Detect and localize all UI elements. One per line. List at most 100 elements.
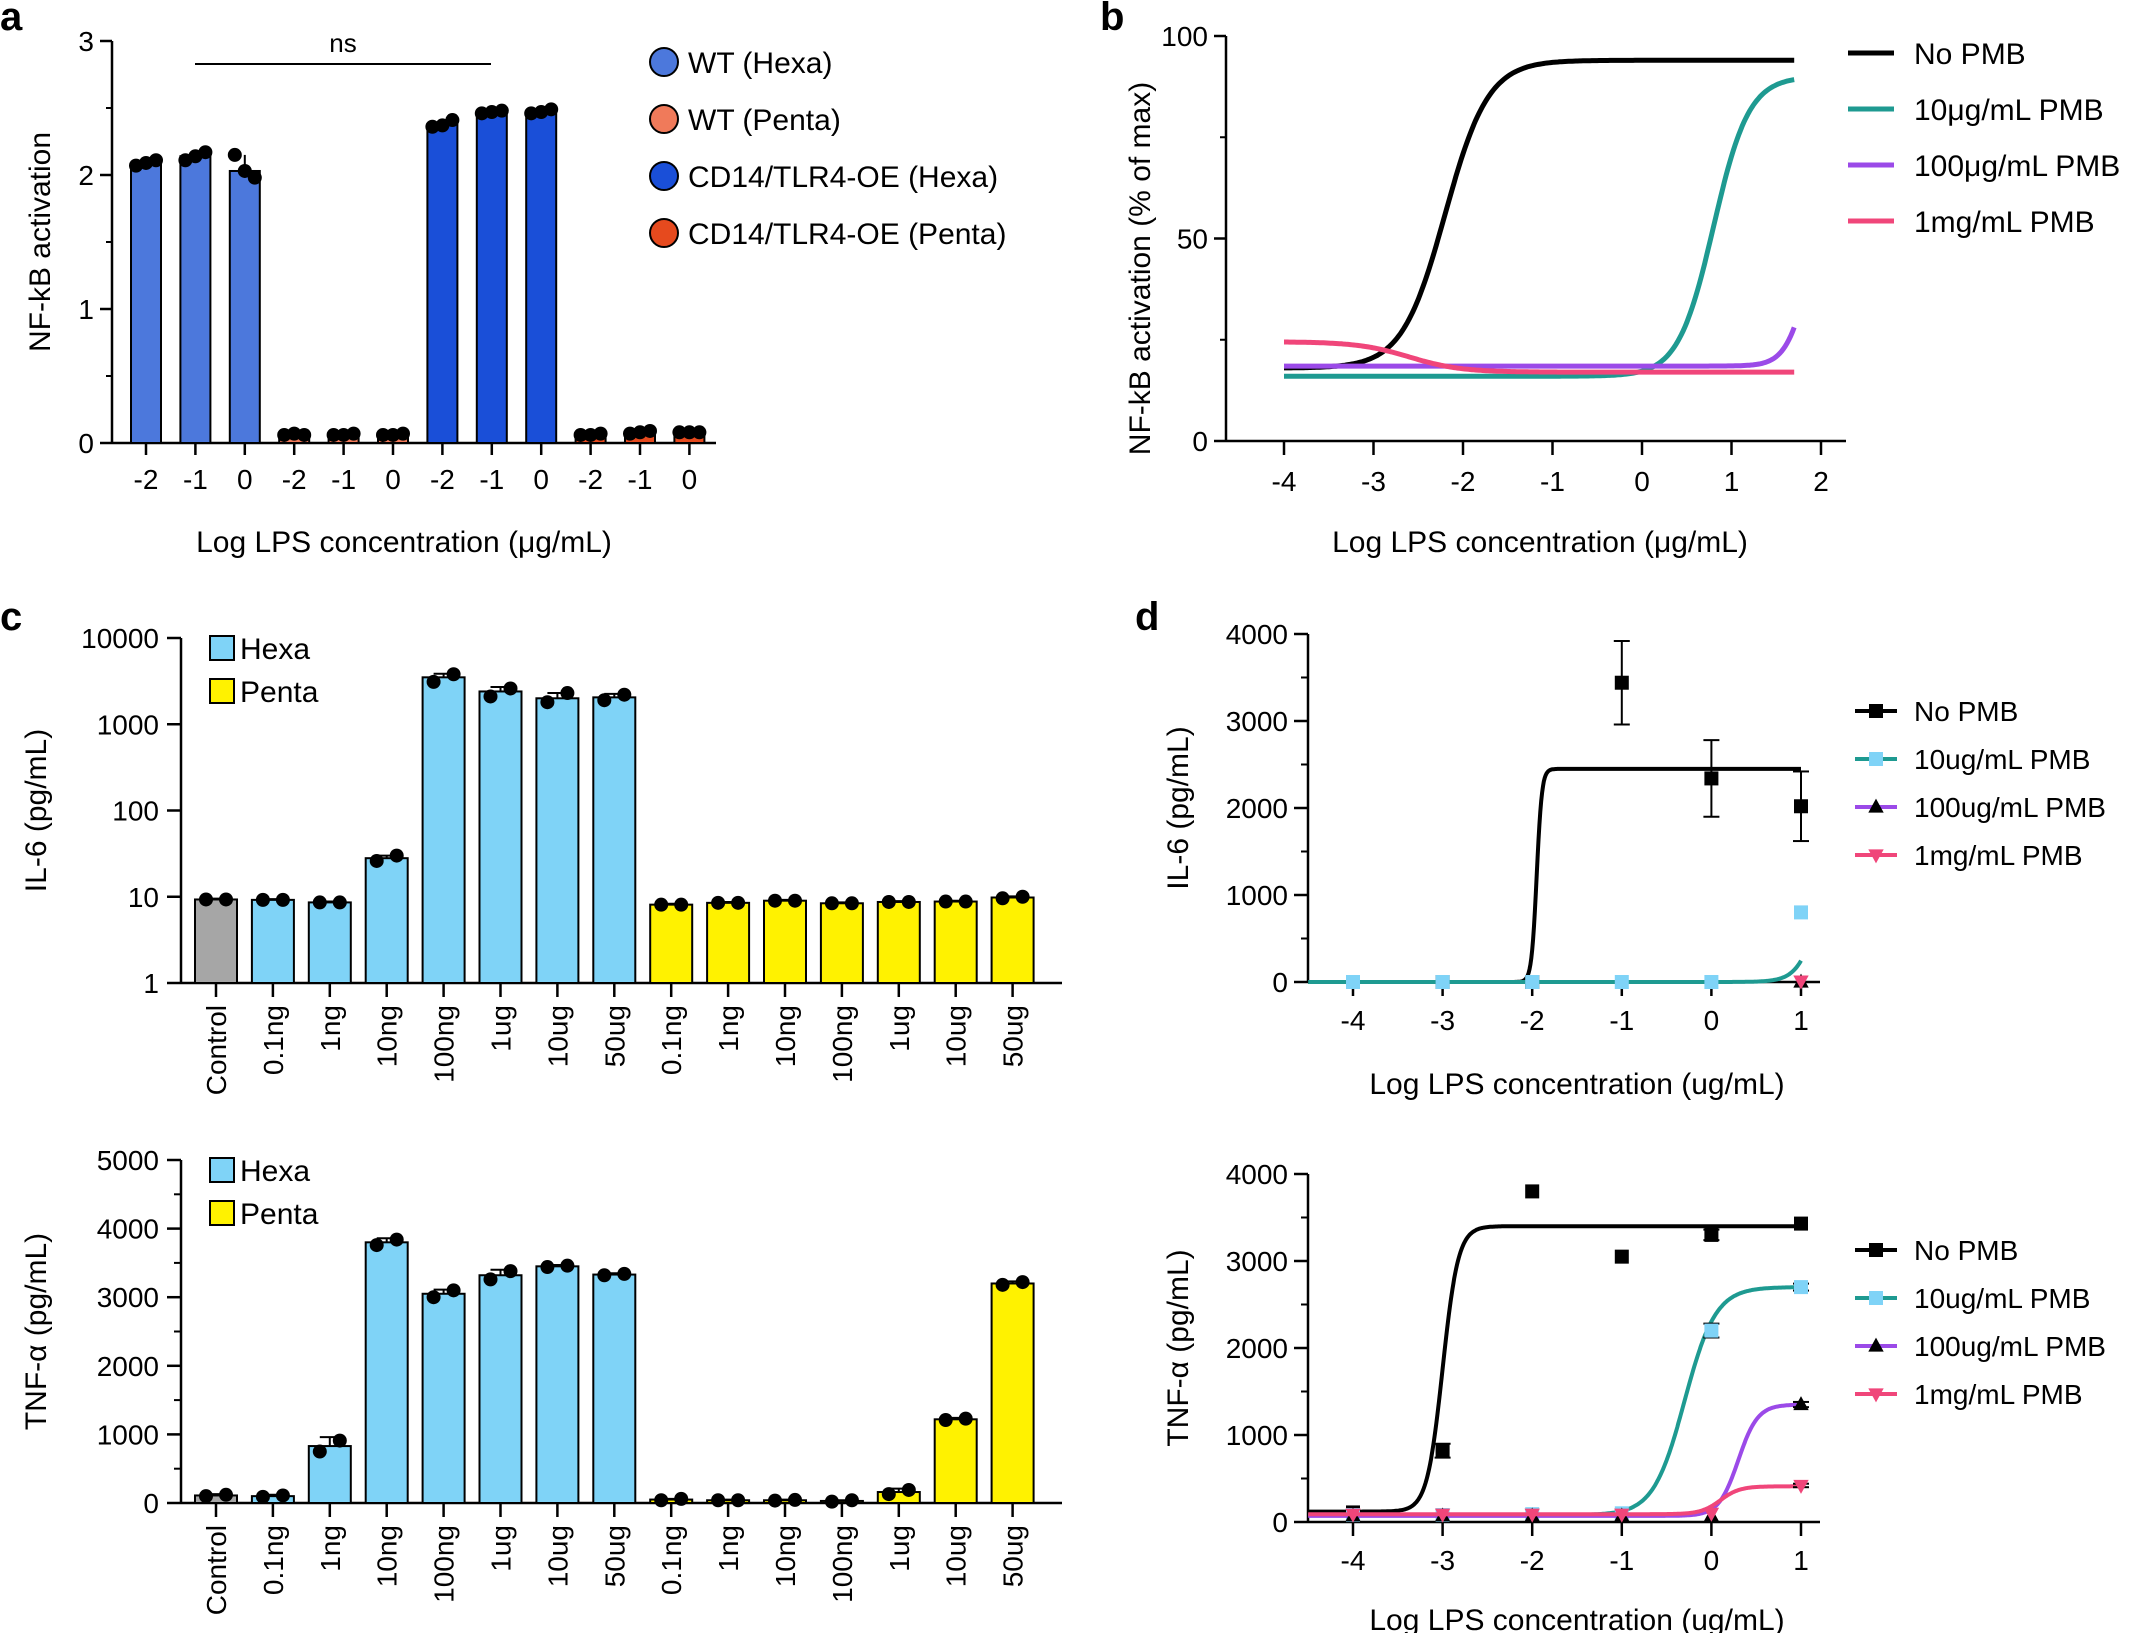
legend-label: 100ug/mL PMB	[1914, 792, 2106, 823]
data-point	[1793, 1396, 1809, 1411]
panel-label-b: b	[1100, 0, 1124, 39]
bar	[478, 690, 523, 984]
x-tick-label: -2	[1520, 1005, 1545, 1036]
bar	[250, 898, 295, 984]
data-point	[1703, 1507, 1720, 1522]
bar	[933, 900, 978, 985]
bar	[478, 1274, 523, 1505]
data-point	[788, 1492, 802, 1507]
x-tick-label: 0	[533, 464, 549, 495]
data-point	[938, 1412, 953, 1427]
data-point	[731, 895, 746, 910]
data-point	[219, 892, 233, 907]
data-point	[1346, 975, 1360, 989]
x-tick-label: 10ug	[542, 1005, 573, 1067]
legend-label: 1mg/mL PMB	[1914, 206, 2095, 239]
y-tick-label: 100	[112, 796, 159, 827]
data-point	[483, 689, 498, 704]
curve-0	[1308, 766, 1801, 984]
bar	[763, 899, 807, 985]
data-point	[995, 1277, 1010, 1292]
data-point	[692, 425, 707, 440]
data-point	[573, 427, 588, 442]
y-tick-label: 100	[1161, 21, 1208, 52]
x-tick-label: 10ng	[770, 1005, 801, 1067]
curve-1	[1308, 959, 1803, 984]
bar	[706, 901, 751, 985]
panel-a: 0 1 2 3 -2 -1 0 -2 -1 0 -2 -1 0 -2 -1 0 Log LPS concentr…	[24, 26, 1006, 559]
data-point	[881, 1487, 896, 1502]
data-point	[275, 1488, 290, 1503]
y-tick-label: 10000	[81, 623, 159, 654]
data-point	[617, 687, 632, 702]
x-tick-label: 0	[682, 464, 698, 495]
legend-marker	[1868, 1388, 1884, 1403]
x-tick-label: 0.1ng	[656, 1525, 687, 1595]
x-tick-label: 0.1ng	[258, 1005, 289, 1075]
x-tick-label: -2	[1520, 1545, 1545, 1576]
x-tick-label: 1	[1793, 1545, 1809, 1576]
bar	[535, 697, 580, 984]
x-tick-label: 1ng	[713, 1525, 744, 1572]
y-tick-label: 2	[78, 160, 94, 191]
legend-label: Hexa	[240, 1155, 310, 1188]
x-tick-label: 0	[237, 464, 253, 495]
data-point	[938, 894, 953, 909]
data-point	[1015, 1275, 1030, 1290]
legend-swatch	[649, 47, 679, 77]
y-tick-label: 1	[143, 968, 159, 999]
x-tick-label: -2	[578, 464, 603, 495]
data-point	[426, 1290, 441, 1305]
y-tick-label: 50	[1177, 224, 1208, 255]
data-point	[1794, 799, 1808, 814]
data-point	[312, 895, 327, 910]
data-point	[682, 425, 697, 440]
data-point	[1015, 889, 1030, 904]
data-point	[219, 1487, 233, 1502]
bar	[592, 696, 637, 984]
data-point	[824, 1494, 839, 1509]
x-tick-label: -1	[331, 464, 356, 495]
data-point	[247, 170, 262, 185]
x-tick-label: -1	[479, 464, 504, 495]
x-tick-label: 1ng	[315, 1525, 346, 1572]
bar	[933, 1418, 978, 1504]
y-tick-label: 3000	[1226, 706, 1288, 737]
bar	[364, 857, 409, 984]
legend-marker	[1868, 798, 1884, 813]
legend-label: 1mg/mL PMB	[1914, 840, 2083, 871]
data-point	[1614, 675, 1629, 690]
x-tick-label: -1	[1540, 466, 1565, 497]
x-tick-label: 100ng	[827, 1005, 858, 1083]
legend-label: CD14/TLR4-OE (Hexa)	[688, 161, 998, 194]
x-tick-label: 10ng	[372, 1525, 403, 1587]
y-tick-label: 3000	[97, 1282, 159, 1313]
panel-c-top: 1 10 100 1000 10000 Control 0.1ng 1ng 10ng 100ng 1…	[20, 623, 1062, 1095]
data-point	[597, 1268, 612, 1283]
legend-label: Hexa	[240, 633, 310, 666]
y-axis-label: NF-kB activation	[24, 132, 57, 352]
legend-label: 100μg/mL PMB	[1914, 150, 2120, 183]
data-point	[824, 896, 839, 911]
x-tick-label: 1	[1793, 1005, 1809, 1036]
data-point	[844, 1493, 859, 1508]
data-point	[597, 693, 612, 708]
x-tick-label: -2	[1451, 466, 1476, 497]
panel-d-bottom: 0 1000 2000 3000 4000 -4 -3 -2 -1 0 1 No PMB 10ug/mL…	[1162, 1159, 2106, 1633]
y-tick-label: 2000	[1226, 1333, 1288, 1364]
legend-label: 1mg/mL PMB	[1914, 1379, 2083, 1410]
data-point	[674, 897, 689, 912]
x-tick-label: -2	[282, 464, 307, 495]
y-tick-label: 3000	[1226, 1246, 1288, 1277]
data-point	[255, 892, 270, 907]
bar	[876, 900, 921, 985]
legend-label: No PMB	[1914, 1235, 2018, 1266]
data-point	[446, 667, 461, 682]
legend-swatch	[649, 161, 679, 191]
bar	[228, 169, 261, 444]
data-point	[540, 1260, 555, 1275]
x-tick-label: 1ug	[486, 1005, 517, 1052]
x-tick-label: 0	[1704, 1545, 1720, 1576]
x-tick-label: -3	[1430, 1005, 1455, 1036]
x-tick-label: 50ug	[998, 1525, 1029, 1587]
